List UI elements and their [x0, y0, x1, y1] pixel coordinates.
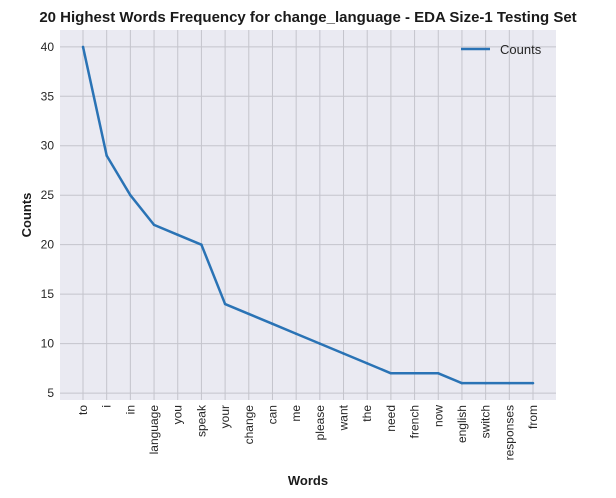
data-point	[271, 322, 274, 326]
y-tick-label: 10	[41, 337, 55, 351]
y-tick-label: 15	[41, 287, 55, 301]
y-tick-label: 25	[41, 188, 55, 202]
x-tick-label: english	[455, 405, 469, 443]
data-point	[129, 193, 132, 197]
x-tick-label: want	[337, 404, 351, 431]
data-point	[342, 352, 345, 355]
y-tick-label: 5	[47, 386, 54, 400]
data-point	[176, 233, 179, 237]
legend-label-counts: Counts	[500, 42, 542, 57]
y-tick-label: 30	[41, 139, 55, 153]
x-tick-label: i	[100, 405, 114, 408]
x-tick-label: switch	[479, 405, 493, 438]
x-tick-label: in	[123, 405, 137, 414]
x-tick-labels: to i in language you speak your change can me plea…	[76, 404, 540, 460]
series-lines	[81, 45, 535, 385]
chart-title: 20 Highest Words Frequency for change_la…	[39, 9, 576, 26]
data-point	[389, 372, 393, 375]
y-tick-label: 35	[41, 89, 55, 103]
x-tick-label: now	[431, 405, 445, 427]
data-point	[81, 45, 85, 49]
x-tick-label: please	[313, 405, 327, 441]
legend: Counts	[461, 42, 542, 57]
data-point	[413, 372, 416, 375]
x-tick-label: from	[526, 405, 540, 429]
x-tick-label: need	[384, 405, 398, 432]
y-axis-label: Counts	[19, 193, 34, 238]
data-point	[318, 342, 322, 345]
x-tick-label: change	[242, 405, 256, 445]
plot-area	[60, 30, 556, 400]
x-tick-label: the	[360, 405, 374, 422]
x-axis-label: Words	[288, 473, 328, 488]
data-point	[223, 302, 227, 306]
data-point	[152, 223, 156, 227]
data-point	[247, 312, 251, 316]
data-point	[531, 381, 535, 385]
data-point	[508, 381, 511, 385]
x-tick-label: your	[218, 405, 232, 428]
x-tick-label: to	[76, 405, 90, 415]
data-point	[437, 372, 440, 375]
data-point	[200, 243, 203, 246]
x-tick-label: you	[171, 405, 185, 424]
x-tick-label: responses	[502, 405, 516, 460]
x-tick-label: me	[289, 405, 303, 422]
x-tick-label: can	[265, 405, 279, 424]
x-tick-label: language	[147, 405, 161, 455]
data-point	[484, 381, 487, 385]
data-point	[105, 154, 108, 157]
x-tick-label: french	[408, 405, 422, 438]
x-tick-label: speak	[194, 404, 208, 437]
data-point	[365, 362, 369, 365]
y-tick-labels: 5 10 15 20 25 30 35 40	[41, 40, 55, 400]
grid-lines	[60, 30, 556, 400]
series-line-counts	[81, 46, 533, 385]
y-tick-label: 40	[41, 40, 55, 54]
data-point	[460, 381, 464, 385]
y-tick-label: 20	[41, 238, 55, 252]
data-point	[294, 332, 298, 335]
